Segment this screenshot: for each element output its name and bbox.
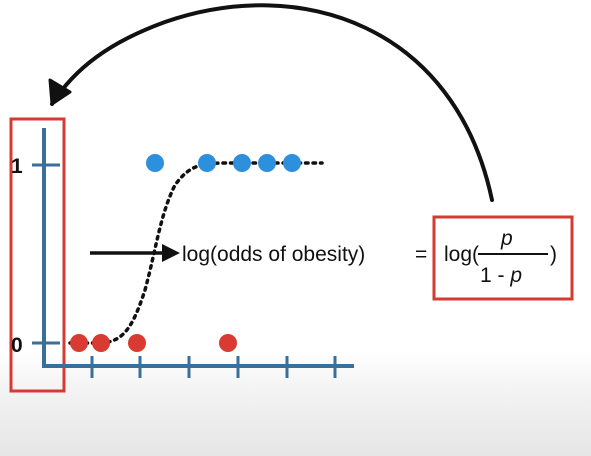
obese-point: [146, 154, 164, 172]
formula-log-close: ): [550, 243, 557, 266]
obese-point: [233, 154, 251, 172]
curved-return-arrow: [52, 5, 492, 200]
formula-numerator: p: [500, 227, 513, 250]
obese-point: [198, 154, 216, 172]
not-obese-point: [128, 334, 146, 352]
y-tick-label-1: 1: [11, 155, 23, 178]
formula-denominator: 1 - p: [480, 264, 522, 287]
not-obese-points: [70, 334, 237, 352]
not-obese-point: [70, 334, 88, 352]
formula-log-open: log(: [444, 243, 479, 266]
not-obese-point: [219, 334, 237, 352]
equation-left: log(odds of obesity): [182, 243, 365, 266]
equation-equals: =: [415, 243, 427, 266]
obese-point: [258, 154, 276, 172]
not-obese-point: [92, 334, 110, 352]
obese-point: [283, 154, 301, 172]
y-tick-label-0: 0: [11, 334, 23, 357]
pointer-arrowhead: [162, 244, 180, 262]
